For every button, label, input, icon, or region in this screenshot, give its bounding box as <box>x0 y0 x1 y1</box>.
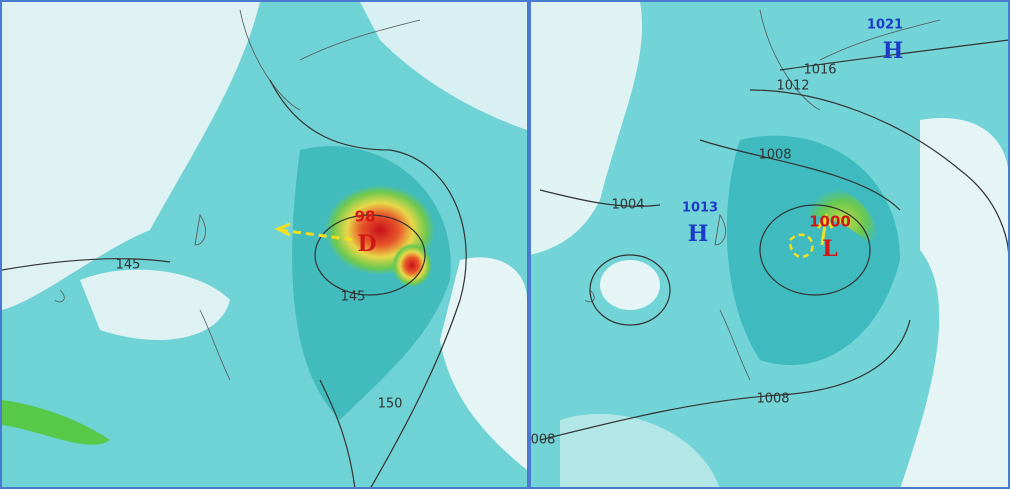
pressure-label: 1021 <box>867 18 903 33</box>
high-marker: H <box>883 38 904 64</box>
contour-label: 008 <box>531 433 556 448</box>
high-marker: H <box>688 221 709 247</box>
contour-label: 1008 <box>758 148 791 163</box>
panel-border <box>0 0 529 489</box>
pressure-label: 1013 <box>682 201 718 216</box>
pressure-label: 1000 <box>809 213 851 231</box>
contour-label: 1004 <box>611 198 644 213</box>
contour-label: 1016 <box>803 63 836 78</box>
contour-label: 150 <box>378 397 403 412</box>
left-map: 98 D 145 145 150 <box>2 2 527 487</box>
contour-label: 145 <box>341 290 366 305</box>
right-map: 1021 H 1016 1012 1008 1004 1013 H 1000 L… <box>530 2 1009 487</box>
low-marker: L <box>822 236 837 262</box>
low-marker: D <box>357 231 376 257</box>
pressure-label: 98 <box>355 208 376 226</box>
contour-label: 1012 <box>776 79 809 94</box>
panel-border <box>529 0 1010 489</box>
contour-label: 1008 <box>756 392 789 407</box>
contour-label: 145 <box>116 258 141 273</box>
